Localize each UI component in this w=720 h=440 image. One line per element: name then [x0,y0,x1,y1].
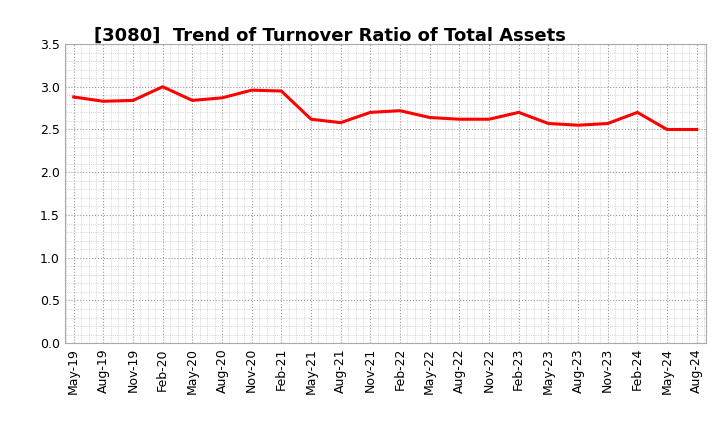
Text: [3080]  Trend of Turnover Ratio of Total Assets: [3080] Trend of Turnover Ratio of Total … [94,26,565,44]
